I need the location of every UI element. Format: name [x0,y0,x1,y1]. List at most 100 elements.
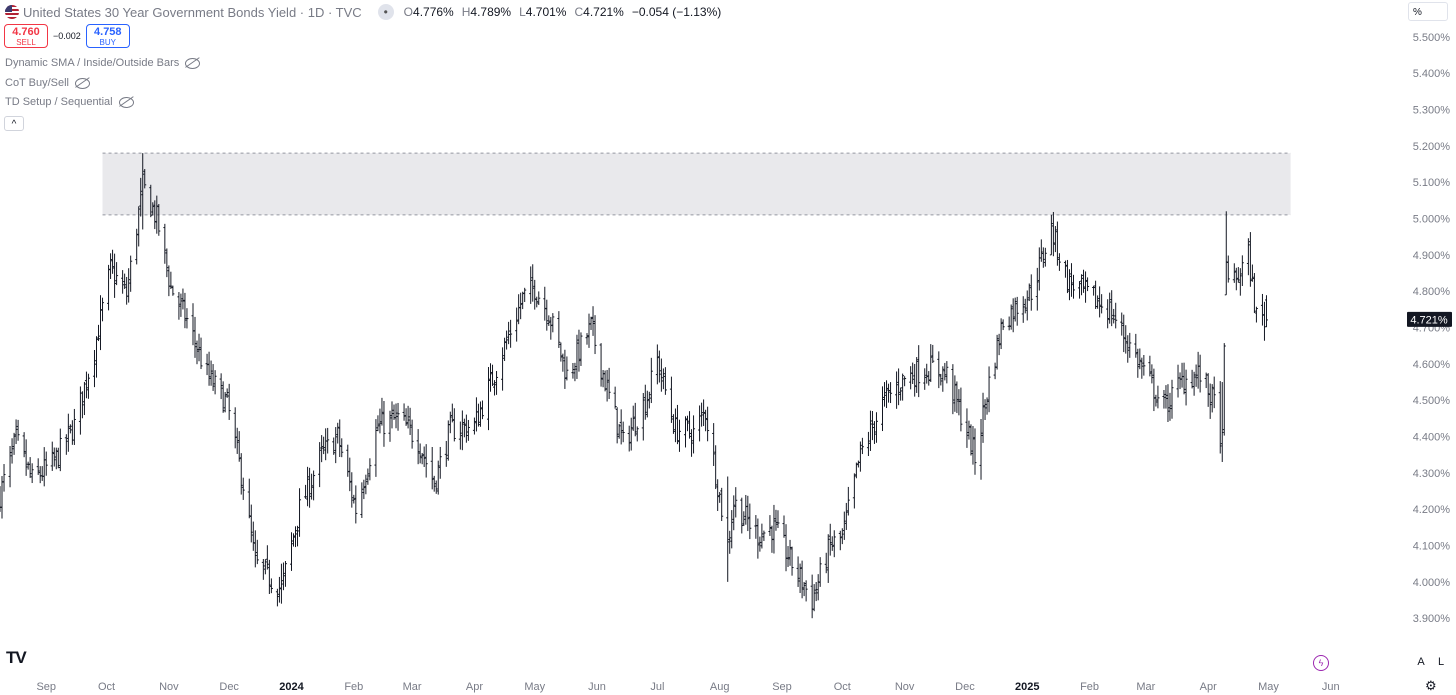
ohlc-bar [450,403,454,423]
x-tick-label: Sep [36,681,56,693]
ohlc-bar [306,466,310,507]
last-price-tag [1407,311,1452,327]
ohlc-bar [790,546,794,576]
y-tick-label: 5.500% [1413,32,1451,44]
ohlc-bar [304,484,308,499]
x-tick-label: Dec [219,681,239,693]
ohlc-bar [983,399,987,421]
ohlc-bar [24,439,28,476]
ohlc-bar [16,419,20,441]
ohlc-bar [378,408,382,434]
ohlc-bar [332,437,336,455]
ohlc-bar [177,292,181,320]
ohlc-bar [1029,274,1033,311]
ohlc-bar [1224,211,1228,296]
ohlc-bar [1164,385,1168,409]
ohlc-bar [0,486,2,512]
ohlc-bar [430,447,434,490]
ohlc-bar [772,504,776,554]
symbol-title[interactable]: United States 30 Year Government Bonds Y… [23,4,362,20]
ohlc-bar [183,292,187,329]
ohlc-bar [509,319,513,348]
ohlc-bar [503,337,507,361]
ohlc-bar [720,487,724,522]
ohlc-bar [434,480,438,494]
ohlc-bar [163,223,167,264]
ohlc-bar [973,428,977,475]
ohlc-bar [1112,308,1116,324]
ohlc-bar [255,539,259,565]
ohlc-bar [1043,247,1047,267]
ohlc-bar [233,407,237,449]
ohlc-bar [1206,373,1210,407]
ohlc-bar [1055,221,1059,266]
ohlc-bar [141,153,145,230]
ohlc-bar [575,334,579,379]
ohlc-bar [294,526,298,548]
eye-off-icon[interactable] [185,57,201,69]
ohlc-bar [521,291,525,310]
ohlc-bar [432,475,436,492]
lightning-icon[interactable]: ϟ [1313,655,1329,671]
eye-off-icon[interactable] [118,96,134,108]
ohlc-bar [533,279,537,310]
eye-off-icon[interactable] [75,77,90,89]
ohlc-bar [22,432,26,458]
x-tick-label: May [524,681,545,693]
ohlc-bar [854,462,858,479]
ohlc-bar [28,457,32,478]
ohlc-bar [56,447,60,469]
ohlc-bar [903,376,907,387]
ohlc-bar [157,204,161,236]
collapse-legend-button[interactable]: ^ [4,116,24,131]
ohlc-bar [269,578,273,594]
ohlc-bar [559,342,563,362]
log-scale-button[interactable]: L [1437,656,1445,668]
ohlc-bar [754,515,758,539]
ohlc-bar [197,333,201,362]
ohlc-bar [364,474,368,495]
ohlc-bar [26,461,30,470]
ohlc-bar [1190,369,1194,389]
ohlc-bar [929,344,933,383]
ohlc-bar [241,477,245,500]
ohlc-bar [1071,274,1075,299]
ohlc-bar [424,444,428,478]
ohlc-bar [1063,260,1067,278]
more-icon[interactable]: • [377,4,394,20]
gear-icon[interactable]: ⚙ [1425,678,1437,693]
resistance-zone [102,153,1291,215]
ohlc-bar [225,388,229,398]
ohlc-bar [169,271,173,290]
ohlc-bar [621,421,625,443]
ohlc-bar [911,362,915,385]
ohlc-bar [826,534,830,583]
ohlc-bar [603,370,607,392]
ohlc-bar [153,200,157,230]
ohlc-bar [348,457,352,492]
indicator-td-setup[interactable]: TD Setup / Sequential [5,96,134,108]
ohlc-bar [1011,298,1015,333]
buy-button[interactable]: 4.758 BUY [85,24,130,48]
unit-selector[interactable]: % [1408,2,1448,21]
ohlc-bar [1220,382,1224,462]
ohlc-bar [219,373,223,400]
indicator-dynamic-sma[interactable]: Dynamic SMA / Inside/Outside Bars [5,57,201,69]
sell-button[interactable]: 4.760 SELL [4,24,48,48]
ohlc-bar [368,458,372,481]
ohlc-bar [111,249,115,274]
indicator-cot[interactable]: CoT Buy/Sell [5,77,90,89]
auto-scale-button[interactable]: A [1417,656,1425,668]
ohlc-bar [800,560,804,599]
x-tick-label: 2025 [1015,681,1039,693]
tradingview-logo-icon[interactable]: TV [6,648,27,667]
ohlc-bar [82,381,86,416]
ohlc-bar [396,402,400,431]
y-tick-label: 4.600% [1413,359,1451,371]
ohlc-bar [923,368,927,390]
ohlc-bar [543,286,547,321]
ohlc-bar [360,482,364,518]
ohlc-bar [633,402,637,437]
trade-buttons: 4.760 SELL −0.002 4.758 BUY [4,24,130,48]
